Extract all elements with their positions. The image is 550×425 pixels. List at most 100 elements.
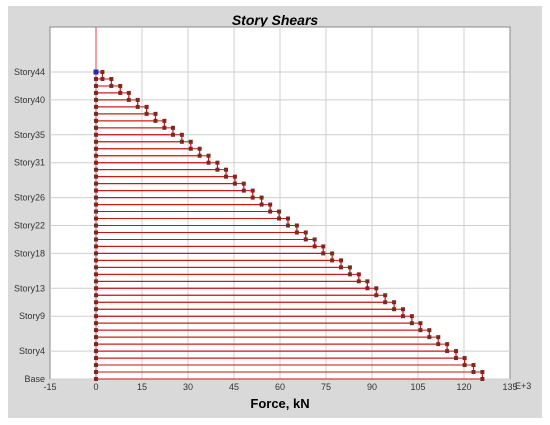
axis-marker (94, 104, 98, 109)
shear-marker (294, 230, 299, 235)
shear-marker (427, 335, 432, 340)
axis-marker (94, 167, 98, 172)
axis-marker (94, 293, 98, 298)
y-tick-label: Story26 (14, 193, 45, 203)
shear-marker (480, 377, 485, 381)
shear-marker (126, 97, 131, 102)
shear-marker (339, 265, 344, 270)
shear-marker (109, 76, 114, 81)
shear-marker (268, 202, 273, 207)
x-tick-label: 90 (367, 382, 377, 392)
y-tick-label: Base (24, 374, 45, 384)
shear-marker (197, 153, 202, 158)
shear-marker (285, 223, 290, 228)
shear-marker (356, 272, 361, 277)
shear-marker (312, 244, 317, 249)
axis-marker (94, 202, 98, 207)
shear-marker (303, 230, 308, 235)
axis-marker (94, 174, 98, 179)
x-multiplier-label: E+3 (515, 381, 531, 391)
shear-marker (100, 70, 105, 74)
axis-marker (94, 146, 98, 151)
axis-marker (94, 356, 98, 361)
shear-marker (339, 258, 344, 263)
y-tick-label: Story44 (14, 67, 45, 77)
axis-marker (94, 377, 98, 381)
shear-marker (259, 195, 264, 200)
shear-marker (383, 300, 388, 305)
shear-marker (374, 293, 379, 298)
y-tick-label: Story22 (14, 221, 45, 231)
shear-marker (480, 370, 485, 375)
shear-marker (400, 307, 405, 312)
shear-marker (109, 83, 114, 88)
shear-marker (347, 265, 352, 270)
shear-marker (418, 321, 423, 326)
axis-marker (94, 188, 98, 193)
x-tick-label: -15 (43, 382, 56, 392)
shear-marker (383, 293, 388, 298)
x-axis-ticks: -15 0 15 30 45 60 75 90 105 120 135 (43, 382, 517, 392)
axis-marker (94, 83, 98, 88)
shear-marker (206, 160, 211, 165)
shear-marker (188, 146, 193, 151)
shear-marker (179, 132, 184, 137)
axis-marker (94, 300, 98, 305)
axis-marker (94, 97, 98, 102)
axis-marker (94, 216, 98, 221)
y-tick-label: Story4 (19, 346, 45, 356)
shear-marker (259, 202, 264, 207)
shear-marker (445, 342, 450, 347)
shear-marker (250, 195, 255, 200)
shear-marker (471, 370, 476, 375)
shear-marker (374, 286, 379, 291)
shear-marker (321, 244, 326, 249)
shear-marker (118, 83, 123, 88)
x-axis-title: Force, kN (250, 396, 309, 411)
shear-marker (409, 314, 414, 319)
axis-marker (94, 223, 98, 228)
shear-marker (268, 209, 273, 214)
shear-marker (392, 307, 397, 312)
shear-marker (197, 146, 202, 151)
axis-marker (94, 90, 98, 95)
shear-marker (471, 363, 476, 368)
shear-marker (100, 76, 105, 81)
axis-marker (94, 111, 98, 116)
axis-marker (94, 342, 98, 347)
x-tick-label: 15 (137, 382, 147, 392)
axis-marker (94, 139, 98, 144)
y-tick-label: Story35 (14, 130, 45, 140)
shear-marker (250, 188, 255, 193)
shear-marker (232, 181, 237, 186)
shear-marker (462, 363, 467, 368)
shear-marker (365, 279, 370, 284)
axis-marker (94, 370, 98, 375)
x-tick-label: 120 (456, 382, 471, 392)
y-tick-label: Story40 (14, 95, 45, 105)
shear-marker (162, 125, 167, 130)
axis-marker (94, 237, 98, 242)
shear-marker (170, 132, 175, 137)
axis-marker (94, 181, 98, 186)
shear-marker (179, 139, 184, 144)
shear-marker (153, 118, 158, 123)
shear-marker (436, 335, 441, 340)
y-tick-label: Story13 (14, 283, 45, 293)
axis-marker (94, 335, 98, 340)
axis-marker (94, 76, 98, 81)
x-tick-label: 60 (275, 382, 285, 392)
shear-marker (206, 153, 211, 158)
shear-marker (321, 251, 326, 256)
shear-marker (392, 300, 397, 305)
shear-marker (427, 328, 432, 333)
x-tick-label: 0 (93, 382, 98, 392)
axis-marker (94, 118, 98, 123)
axis-marker (94, 258, 98, 263)
shear-marker (454, 349, 459, 354)
axis-marker (94, 230, 98, 235)
shear-series (93, 69, 485, 381)
shear-marker (285, 216, 290, 221)
y-axis-ticks: Base Story4 Story9 Story13 Story18 Story22 Sto… (14, 67, 45, 384)
shear-marker (347, 272, 352, 277)
